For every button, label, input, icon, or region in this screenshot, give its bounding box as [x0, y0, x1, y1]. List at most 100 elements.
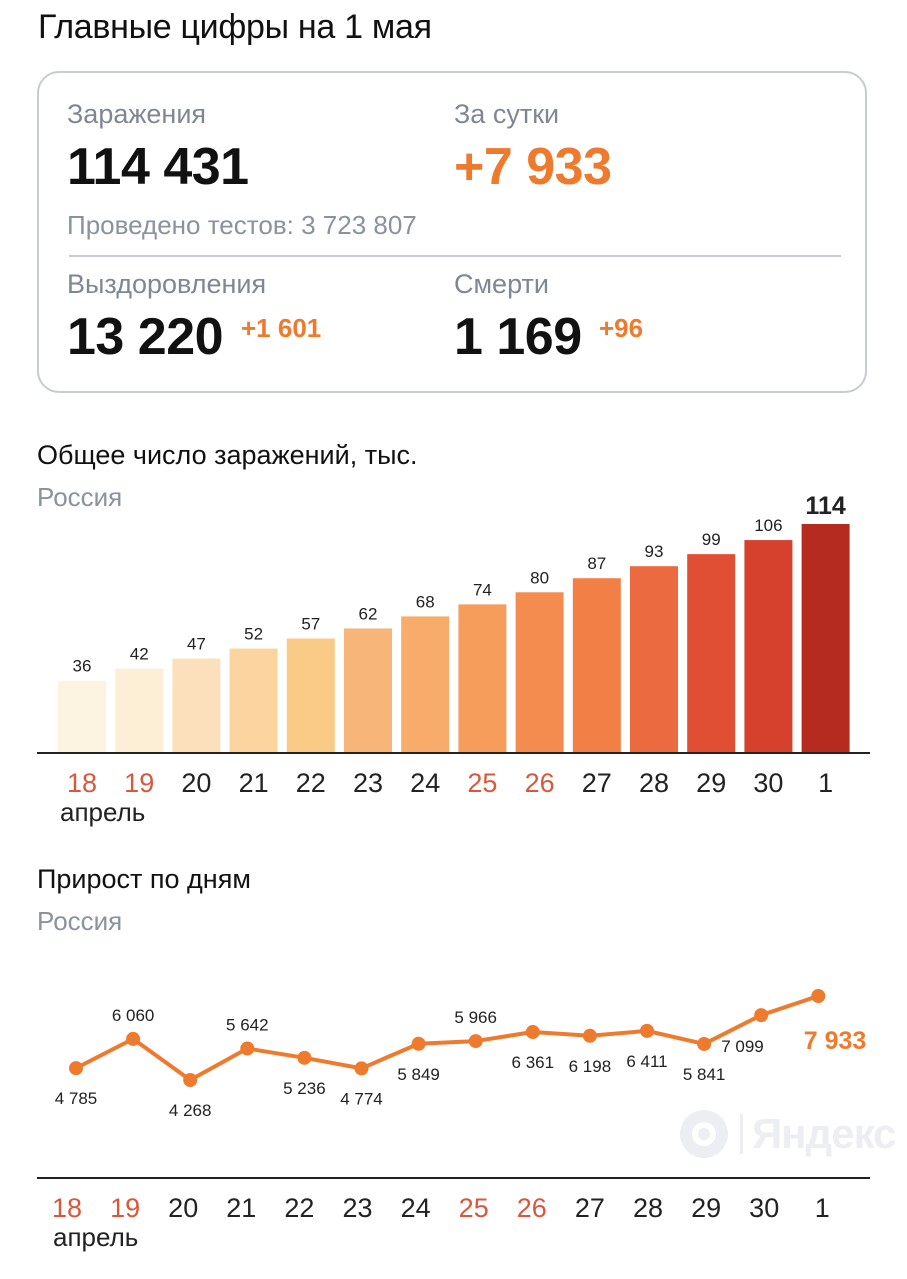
- bar-value-label: 114: [805, 492, 845, 520]
- point-value-label: 7 099: [721, 1037, 764, 1056]
- tests-count: Проведено тестов: 3 723 807: [67, 210, 417, 240]
- x-tick-label: 21: [239, 768, 269, 798]
- x-tick-label: 27: [582, 768, 612, 798]
- point-value-label: 5 642: [226, 1016, 269, 1035]
- x-tick-label: 20: [168, 1193, 198, 1223]
- x-tick-label: 18: [52, 1193, 82, 1223]
- bar-value-label: 52: [244, 625, 263, 644]
- line-chart-subtitle: Россия: [37, 906, 123, 936]
- data-point: [811, 989, 826, 1003]
- bar-chart-subtitle: Россия: [37, 482, 123, 512]
- data-point: [240, 1041, 255, 1056]
- x-tick-label: 30: [753, 768, 783, 798]
- x-tick-label: 22: [284, 1193, 314, 1223]
- recoveries-label: Выздоровления: [67, 269, 267, 299]
- bar-value-label: 74: [473, 580, 492, 599]
- infections-label: Заражения: [67, 99, 207, 129]
- x-tick-label: 30: [749, 1193, 779, 1223]
- point-value-label: 5 966: [454, 1008, 497, 1027]
- bar-value-label: 80: [530, 568, 549, 587]
- yandex-logo-text: Яндекс: [752, 1110, 896, 1157]
- x-tick-label: 28: [639, 768, 669, 798]
- daily-value: +7 933: [454, 138, 612, 196]
- infections-value: 114 431: [67, 138, 249, 196]
- deaths-value: 1 169: [454, 308, 582, 366]
- series-line: [75, 994, 819, 1082]
- data-point: [183, 1073, 198, 1087]
- x-tick-label: 27: [575, 1193, 605, 1223]
- data-point: [297, 1050, 312, 1065]
- point-value-label: 6 060: [112, 1006, 155, 1025]
- bar-value-label: 36: [73, 657, 92, 676]
- x-tick-label: 19: [124, 768, 154, 798]
- yandex-logo: [680, 1110, 743, 1158]
- x-tick-label: 25: [467, 768, 497, 798]
- bar: [515, 592, 564, 753]
- x-tick-label: 21: [226, 1193, 256, 1223]
- data-point: [754, 1008, 769, 1023]
- bar: [286, 638, 335, 753]
- bar-value-label: 99: [702, 530, 721, 549]
- bar-value-label: 47: [187, 635, 206, 654]
- bar-value-label: 93: [645, 542, 664, 561]
- data-point: [468, 1034, 483, 1049]
- bar: [344, 628, 392, 753]
- bar: [401, 616, 450, 753]
- data-point: [411, 1036, 426, 1051]
- data-point: [697, 1036, 712, 1051]
- x-tick-label: 26: [525, 768, 555, 798]
- point-value-label: 5 236: [283, 1079, 326, 1098]
- bar: [229, 648, 278, 753]
- point-value-label: 6 361: [512, 1053, 555, 1072]
- data-point: [126, 1031, 141, 1046]
- bar-chart: 36 42 47 52 57 62 68 74 80 87 93 99 106 114 18 19 20 21 22…: [37, 492, 870, 827]
- point-value-label: 5 849: [397, 1065, 440, 1084]
- data-point: [525, 1025, 540, 1040]
- recoveries-delta: +1 601: [241, 313, 322, 343]
- bar: [572, 578, 621, 753]
- bar-value-label: 42: [130, 645, 149, 664]
- bar-value-label: 62: [359, 604, 378, 623]
- card-divider: [69, 255, 841, 257]
- x-tick-label: 29: [691, 1193, 721, 1223]
- bar-value-label: 68: [416, 592, 435, 611]
- page-title: Главные цифры на 1 мая: [38, 8, 432, 46]
- x-tick-label: 20: [181, 768, 211, 798]
- daily-label: За сутки: [454, 99, 560, 129]
- bar: [58, 680, 106, 753]
- point-value-label: 6 198: [569, 1057, 612, 1076]
- month-label: апрель: [60, 797, 145, 827]
- x-tick-label: 23: [353, 768, 383, 798]
- x-tick-label: 29: [696, 768, 726, 798]
- point-value-label: 4 268: [169, 1101, 212, 1120]
- recoveries-value: 13 220: [67, 308, 224, 366]
- bar: [801, 524, 850, 753]
- x-tick-label: 26: [517, 1193, 547, 1223]
- x-tick-label: 22: [296, 768, 326, 798]
- deaths-label: Смерти: [454, 269, 549, 299]
- bar: [630, 566, 678, 753]
- deaths-delta: +96: [599, 313, 644, 343]
- point-value-label: 5 841: [683, 1065, 726, 1084]
- data-point: [640, 1023, 654, 1038]
- bar: [458, 604, 507, 753]
- bar: [744, 540, 793, 753]
- point-value-label: 7 933: [804, 1027, 867, 1055]
- bar: [115, 668, 164, 753]
- x-tick-label: 1: [818, 768, 833, 798]
- line-chart-title: Прирост по дням: [37, 864, 251, 894]
- point-value-label: 4 774: [340, 1089, 383, 1108]
- data-point: [354, 1061, 369, 1076]
- x-tick-label: 25: [459, 1193, 489, 1223]
- data-point: [69, 1061, 83, 1076]
- point-value-label: 6 411: [626, 1052, 667, 1071]
- x-tick-label: 23: [342, 1193, 372, 1223]
- x-tick-label: 1: [815, 1193, 830, 1223]
- month-label: апрель: [53, 1222, 138, 1252]
- x-tick-label: 28: [633, 1193, 663, 1223]
- point-value-label: 4 785: [55, 1089, 98, 1108]
- bar-value-label: 87: [587, 554, 606, 573]
- x-tick-label: 24: [401, 1193, 431, 1223]
- x-tick-label: 24: [410, 768, 440, 798]
- x-tick-label: 18: [67, 768, 97, 798]
